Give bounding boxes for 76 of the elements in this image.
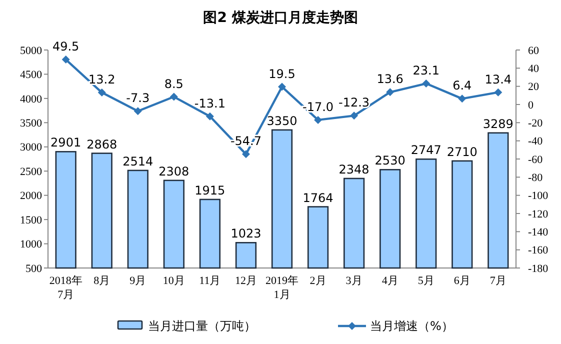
data-label: 13.6: [376, 72, 404, 86]
x-tick-label: 2018年 7月: [49, 275, 82, 301]
y2-tick-label: 0: [528, 99, 534, 112]
point: [494, 88, 502, 96]
data-label: 2901: [50, 136, 82, 150]
data-label: 23.1: [412, 64, 440, 78]
y-tick-label: 4000: [20, 93, 42, 106]
y2-tick-label: -100: [528, 190, 549, 202]
data-label: 3350: [266, 114, 298, 128]
y2-tick-label: 20: [528, 81, 540, 94]
y-tick-label: 4500: [20, 69, 42, 82]
point: [134, 107, 142, 116]
x-tick-label: 2019年 1月: [266, 275, 298, 301]
y2-tick-label: -140: [528, 226, 549, 239]
data-label: 19.5: [268, 66, 296, 81]
y2-tick-label: -60: [528, 154, 544, 166]
y-tick-label: 5000: [20, 44, 42, 57]
y2-tick-label: -160: [528, 244, 549, 257]
y2-tick-label: -120: [528, 208, 549, 220]
y-tick-label: 3500: [20, 118, 42, 130]
x-tick-label: 10月: [162, 275, 185, 287]
data-label: 8.5: [164, 76, 184, 91]
data-label: 49.5: [52, 40, 80, 54]
data-label: 1023: [230, 226, 262, 241]
legend-label: 当月进口量（万吨）: [148, 319, 256, 334]
point: [242, 150, 250, 158]
data-label: 1764: [302, 190, 334, 205]
data-label: 2747: [410, 143, 442, 158]
data-label: 2868: [86, 137, 118, 152]
y2-tick-label: -180: [528, 262, 549, 275]
data-label: 13.2: [88, 72, 116, 87]
data-label: 6.4: [452, 78, 472, 93]
y2-tick-label: -40: [528, 136, 544, 148]
y2-tick-label: -20: [528, 118, 544, 130]
x-tick-label: 4月: [382, 275, 398, 287]
x-tick-label: 7月: [490, 275, 506, 287]
x-tick-label: 2月: [310, 275, 326, 287]
y-tick-label: 1000: [20, 238, 42, 251]
x-tick-label: 3月: [346, 275, 362, 287]
y2-tick-label: -80: [528, 172, 544, 184]
data-label: 1915: [194, 183, 226, 198]
point: [170, 92, 178, 101]
chart-title: 图2 煤炭进口月度走势图: [203, 9, 358, 26]
data-label: -12.3: [338, 96, 370, 110]
y-tick-label: 500: [26, 262, 42, 275]
point: [206, 112, 214, 120]
x-tick-label: 12月: [234, 275, 257, 287]
point: [386, 88, 394, 96]
data-label: 3289: [482, 116, 514, 131]
y-tick-label: 3000: [20, 142, 42, 154]
y2-tick-label: 60: [528, 44, 540, 57]
x-tick-label: 6月: [454, 275, 470, 287]
data-label: 2514: [122, 154, 154, 168]
point: [314, 116, 322, 124]
y-tick-label: 2000: [20, 190, 42, 202]
point: [278, 82, 286, 91]
data-label: 2308: [158, 164, 190, 178]
data-label: 2530: [374, 154, 406, 168]
data-label: 2348: [338, 162, 370, 176]
y2-tick-label: 40: [528, 63, 540, 76]
data-label: -13.1: [194, 96, 226, 110]
data-label: 2710: [446, 144, 478, 159]
y-tick-label: 2500: [20, 166, 42, 178]
x-tick-label: 11月: [199, 275, 221, 287]
point: [422, 80, 430, 88]
legend-label: 当月增速（%）: [370, 319, 454, 334]
x-tick-label: 9月: [130, 275, 146, 287]
data-label: 13.4: [484, 72, 512, 86]
x-tick-label: 5月: [418, 275, 434, 287]
y-tick-label: 1500: [20, 214, 42, 226]
point: [350, 112, 358, 120]
point: [98, 88, 106, 97]
data-label: -7.3: [126, 91, 150, 106]
point: [458, 94, 466, 103]
point: [62, 56, 70, 64]
x-tick-label: 8月: [94, 275, 110, 287]
